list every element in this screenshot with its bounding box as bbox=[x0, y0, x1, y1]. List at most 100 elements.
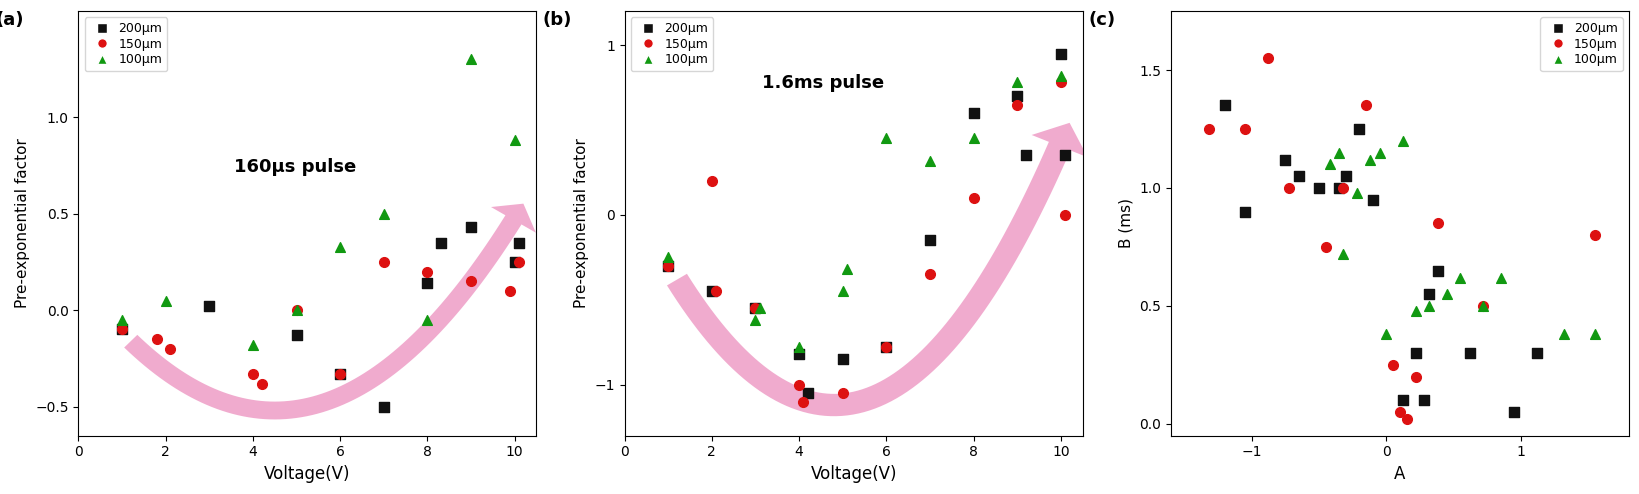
Point bbox=[284, 306, 310, 314]
Point bbox=[1424, 267, 1451, 275]
Point bbox=[742, 304, 769, 312]
Point bbox=[326, 243, 352, 250]
Text: (b): (b) bbox=[543, 11, 570, 29]
Point bbox=[428, 239, 454, 247]
Point bbox=[1231, 207, 1257, 215]
Point bbox=[1455, 349, 1482, 357]
Point bbox=[1416, 302, 1442, 310]
Point bbox=[239, 341, 266, 349]
Point bbox=[1487, 274, 1513, 282]
Point bbox=[370, 210, 397, 218]
Point bbox=[1500, 408, 1526, 416]
Point bbox=[829, 355, 856, 363]
Point bbox=[829, 389, 856, 397]
Point bbox=[1311, 243, 1337, 251]
Point bbox=[1378, 361, 1405, 369]
Point bbox=[1401, 372, 1428, 380]
Point bbox=[152, 296, 179, 304]
Text: 1.6ms pulse: 1.6ms pulse bbox=[762, 74, 883, 91]
Point bbox=[1231, 125, 1257, 133]
Point bbox=[157, 345, 184, 353]
Point bbox=[829, 288, 856, 295]
Point bbox=[370, 258, 397, 266]
Point bbox=[960, 134, 987, 142]
Point bbox=[1355, 156, 1382, 164]
Point bbox=[654, 262, 680, 270]
Point bbox=[916, 270, 942, 278]
Point bbox=[497, 287, 523, 295]
Point bbox=[326, 370, 352, 378]
Point bbox=[1195, 125, 1221, 133]
Point bbox=[1424, 219, 1451, 227]
Point bbox=[1003, 101, 1029, 109]
Point bbox=[415, 279, 441, 287]
Point bbox=[1047, 72, 1074, 80]
Point bbox=[1305, 184, 1331, 192]
Point bbox=[144, 335, 170, 343]
Point bbox=[108, 326, 134, 333]
Point bbox=[1388, 137, 1414, 145]
Point bbox=[1550, 330, 1577, 338]
Point bbox=[1326, 149, 1352, 157]
Point bbox=[654, 253, 680, 261]
Point bbox=[505, 258, 531, 266]
Point bbox=[790, 398, 816, 406]
Point bbox=[654, 262, 680, 270]
Point bbox=[1365, 149, 1392, 157]
Y-axis label: Pre-exponential factor: Pre-exponential factor bbox=[15, 138, 30, 308]
Point bbox=[239, 370, 266, 378]
Point bbox=[1047, 49, 1074, 57]
X-axis label: Voltage(V): Voltage(V) bbox=[264, 465, 351, 483]
X-axis label: Voltage(V): Voltage(V) bbox=[810, 465, 897, 483]
Text: (c): (c) bbox=[1088, 11, 1115, 29]
Point bbox=[1523, 349, 1549, 357]
Point bbox=[197, 302, 223, 310]
Point bbox=[1211, 101, 1237, 109]
Point bbox=[415, 316, 441, 324]
Point bbox=[284, 331, 310, 339]
Point bbox=[785, 381, 811, 389]
Y-axis label: Pre-exponential factor: Pre-exponential factor bbox=[574, 138, 588, 308]
Point bbox=[249, 379, 275, 387]
Point bbox=[1470, 302, 1496, 310]
Point bbox=[1003, 92, 1029, 100]
Point bbox=[960, 109, 987, 117]
Point bbox=[1013, 152, 1039, 160]
Legend: 200μm, 150μm, 100μm: 200μm, 150μm, 100μm bbox=[1539, 17, 1621, 71]
Y-axis label: B (ms): B (ms) bbox=[1118, 199, 1133, 248]
Point bbox=[457, 55, 484, 63]
Point bbox=[1316, 161, 1342, 168]
Point bbox=[1285, 172, 1311, 180]
Point bbox=[108, 326, 134, 333]
Point bbox=[1388, 396, 1414, 404]
Point bbox=[785, 350, 811, 358]
Point bbox=[742, 316, 769, 324]
Point bbox=[1416, 290, 1442, 298]
Point bbox=[960, 194, 987, 202]
Point bbox=[1372, 330, 1398, 338]
Point bbox=[457, 277, 484, 285]
Point bbox=[703, 288, 729, 295]
Point bbox=[916, 157, 942, 165]
Point bbox=[916, 237, 942, 245]
Point bbox=[1401, 307, 1428, 315]
Point bbox=[1003, 79, 1029, 86]
Point bbox=[1352, 101, 1378, 109]
Point bbox=[1047, 79, 1074, 86]
Point bbox=[370, 403, 397, 411]
Point bbox=[502, 136, 528, 144]
Point bbox=[872, 134, 898, 142]
Point bbox=[746, 304, 772, 312]
Point bbox=[785, 343, 811, 351]
Point bbox=[698, 288, 724, 295]
Point bbox=[1470, 302, 1496, 310]
Point bbox=[1393, 415, 1419, 423]
Point bbox=[457, 223, 484, 231]
Point bbox=[415, 268, 441, 276]
Point bbox=[1329, 250, 1355, 258]
Point bbox=[872, 343, 898, 351]
Point bbox=[795, 389, 821, 397]
Point bbox=[284, 306, 310, 314]
Point bbox=[1401, 349, 1428, 357]
Point bbox=[1326, 184, 1352, 192]
